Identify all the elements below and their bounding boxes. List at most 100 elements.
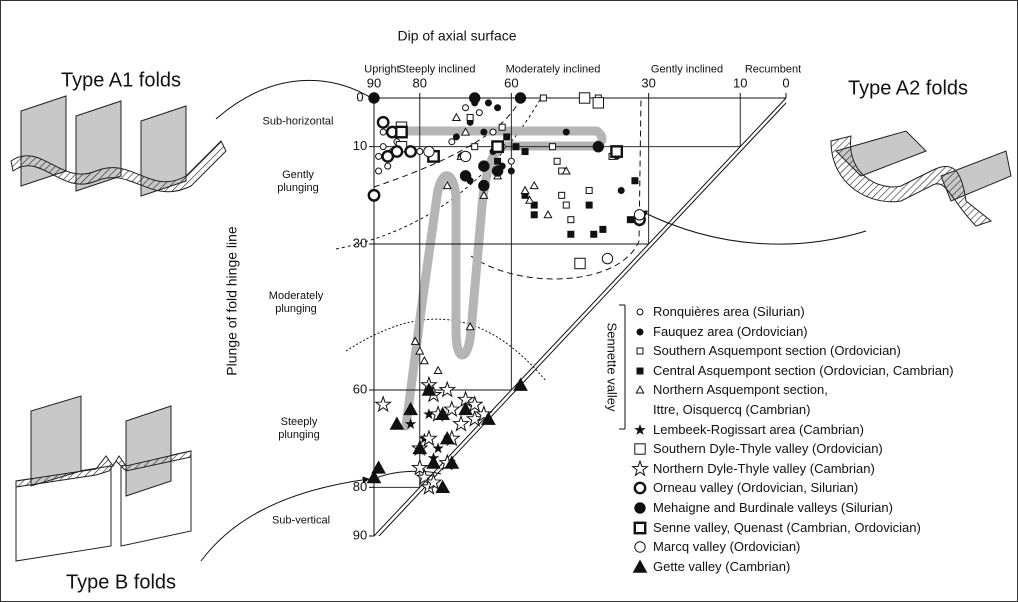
legend-marker (633, 481, 647, 495)
data-point (631, 177, 639, 185)
legend-symbol (636, 347, 644, 355)
legend-label: Northern Dyle-Thyle valley (Cambrian) (653, 460, 875, 476)
x-tick-label: 10 (733, 75, 747, 90)
data-point (479, 190, 489, 199)
data-point (423, 408, 435, 420)
data-point (592, 140, 605, 153)
legend-symbol (633, 481, 647, 495)
legend-symbol (636, 367, 644, 375)
data-point (498, 123, 506, 131)
data-point (471, 143, 479, 151)
legend-marker (636, 367, 644, 375)
data-point (421, 382, 437, 396)
legend-marker (633, 521, 647, 534)
legend-item: Mehaigne and Burdinale valleys (Silurian… (631, 498, 954, 518)
fold-sketch-b (15, 395, 192, 562)
data-point (521, 148, 529, 156)
data-point (376, 115, 390, 129)
x-tick-label: 60 (504, 75, 518, 90)
data-point (451, 112, 461, 121)
legend-symbol (634, 423, 646, 435)
data-point (375, 167, 383, 175)
dip-zone-label: Steeply inclined (398, 63, 476, 76)
group-bracket (619, 304, 626, 430)
legend-item: Southern Asquempont section (Ordovician) (631, 341, 954, 361)
data-point (512, 143, 520, 151)
data-point (590, 230, 598, 238)
legend-symbol (635, 385, 645, 394)
data-point (410, 336, 420, 345)
data-point (403, 401, 418, 416)
legend-label: Southern Dyle-Thyle valley (Ordovician) (653, 441, 883, 457)
legend-label: Lembeek-Rogissart area (Cambrian) (653, 421, 864, 437)
group-label: Sennette valley (605, 323, 620, 412)
data-point (415, 346, 425, 355)
data-point (419, 356, 429, 365)
data-point (452, 133, 460, 141)
data-point (561, 166, 571, 175)
fold-type-label: Type A1 folds (61, 69, 181, 91)
data-point (489, 128, 497, 136)
data-point (567, 230, 575, 238)
data-point (469, 92, 481, 104)
data-point (435, 406, 451, 421)
data-point (371, 460, 386, 474)
legend-symbol (634, 541, 646, 553)
data-point (553, 157, 561, 165)
data-point (610, 145, 624, 158)
plunge-zone-label: Sub-horizontal (262, 115, 334, 128)
legend-label: Gette valley (Cambrian) (653, 558, 791, 574)
fold-type-label: Type A2 folds (848, 77, 968, 99)
data-point (366, 470, 382, 484)
data-point (494, 157, 502, 165)
data-point (558, 191, 566, 199)
data-point (435, 479, 451, 494)
data-point (416, 148, 424, 156)
data-point (424, 473, 443, 491)
data-point (592, 97, 605, 109)
fold-sketch-a1 (10, 95, 227, 197)
legend-item: Senne valley, Quenast (Cambrian, Ordovic… (631, 518, 954, 538)
data-point (381, 149, 395, 163)
data-point (379, 128, 387, 136)
legend: Ronquières area (Silurian) Fauquez area (… (631, 302, 954, 576)
legend-marker (632, 559, 648, 573)
arrow (215, 79, 377, 120)
data-point (410, 458, 429, 476)
data-point (601, 252, 614, 265)
legend-label: Southern Asquempont section (Ordovician) (653, 343, 901, 359)
data-point (514, 92, 527, 104)
data-point (448, 138, 456, 146)
legend-marker (635, 385, 645, 394)
y-axis-title: Plunge of fold hinge line (224, 226, 240, 376)
data-point (626, 216, 634, 224)
legend-label: Mehaigne and Burdinale valleys (Silurian… (653, 499, 893, 515)
legend-item: Orneau valley (Ordovician, Silurian) (631, 478, 954, 498)
x-tick-label: 90 (367, 75, 381, 90)
data-point (513, 377, 528, 391)
data-point (478, 179, 490, 192)
data-point (368, 92, 380, 104)
x-tick-label: 80 (413, 75, 427, 90)
data-point (379, 143, 387, 151)
legend-marker (636, 347, 644, 355)
dip-zone-label: Recumbent (744, 63, 802, 76)
data-point (433, 365, 443, 375)
legend-marker (634, 502, 646, 514)
data-point (374, 395, 393, 413)
x-tick-label: 0 (782, 75, 789, 90)
legend-item: Lembeek-Rogissart area (Cambrian) (631, 420, 954, 440)
data-point (539, 94, 547, 102)
data-point (439, 431, 455, 445)
legend-symbol (634, 443, 646, 455)
data-point (503, 133, 511, 141)
data-point (529, 180, 539, 190)
legend-label: Central Asquempont section (Ordovician, … (653, 362, 954, 378)
legend-symbol (634, 502, 646, 514)
legend-label: Senne valley, Quenast (Cambrian, Ordovic… (653, 519, 921, 535)
data-point (420, 429, 438, 447)
data-point (426, 455, 441, 469)
legend-item: Gette valley (Cambrian) (631, 557, 954, 577)
data-point (475, 109, 483, 117)
data-point (375, 152, 383, 160)
